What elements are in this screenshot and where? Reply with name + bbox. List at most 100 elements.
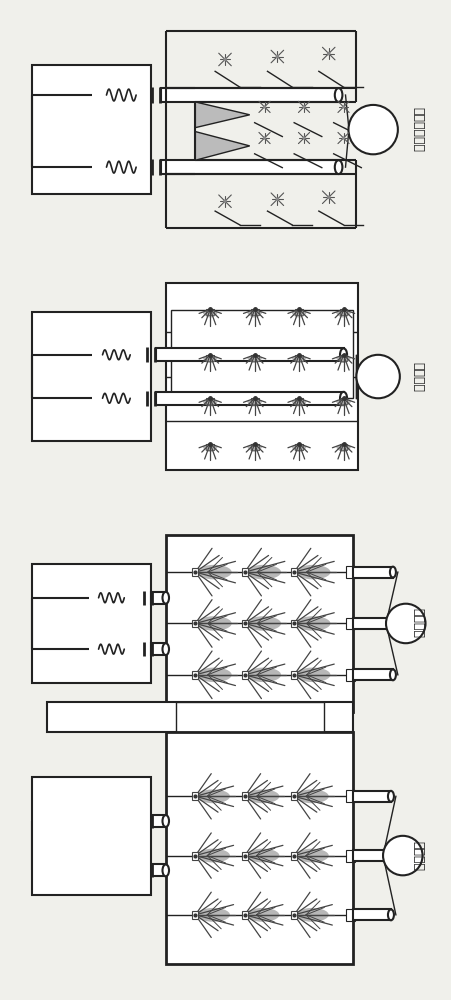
Circle shape (326, 195, 330, 199)
Polygon shape (246, 398, 262, 406)
Bar (241, 671, 247, 679)
Bar (353, 567, 392, 578)
Bar (339, 444, 347, 450)
Bar (290, 852, 296, 860)
Polygon shape (246, 355, 262, 363)
Polygon shape (335, 398, 350, 406)
Circle shape (262, 105, 266, 108)
Bar (192, 911, 198, 919)
Ellipse shape (387, 791, 393, 802)
Bar (151, 592, 166, 604)
Ellipse shape (196, 789, 230, 803)
Ellipse shape (387, 850, 393, 861)
Bar (206, 355, 214, 361)
Ellipse shape (295, 849, 328, 862)
Ellipse shape (387, 909, 393, 920)
Circle shape (302, 136, 305, 140)
Polygon shape (335, 309, 350, 318)
Bar (250, 355, 258, 361)
Bar (295, 398, 302, 404)
Bar (156, 348, 343, 361)
Bar (353, 791, 390, 802)
Ellipse shape (196, 908, 230, 922)
Bar (166, 732, 353, 964)
Bar (290, 620, 296, 627)
Ellipse shape (295, 789, 328, 803)
Ellipse shape (245, 565, 281, 579)
Circle shape (341, 136, 345, 140)
Circle shape (275, 197, 279, 201)
Bar (290, 911, 296, 919)
Bar (32, 65, 151, 194)
Polygon shape (291, 355, 306, 363)
Polygon shape (195, 102, 249, 128)
Bar (161, 88, 338, 102)
Ellipse shape (196, 849, 230, 862)
Polygon shape (291, 444, 306, 452)
Ellipse shape (162, 815, 169, 827)
Ellipse shape (245, 908, 279, 922)
Bar (156, 392, 343, 405)
Ellipse shape (295, 668, 330, 682)
Bar (170, 310, 353, 398)
Bar (206, 398, 214, 404)
Polygon shape (246, 309, 262, 318)
Circle shape (382, 836, 422, 875)
Bar (339, 398, 347, 404)
Bar (290, 568, 296, 576)
Polygon shape (202, 398, 217, 406)
Bar (345, 618, 354, 629)
Circle shape (385, 604, 424, 643)
Bar (353, 669, 392, 680)
Ellipse shape (389, 618, 395, 629)
Bar (32, 564, 151, 683)
Bar (151, 864, 166, 876)
Ellipse shape (196, 668, 231, 682)
Bar (241, 911, 247, 919)
Text: 底燃式炉: 底燃式炉 (410, 608, 423, 638)
Bar (345, 566, 354, 578)
Ellipse shape (245, 616, 281, 631)
Bar (345, 909, 354, 921)
Polygon shape (335, 444, 350, 452)
Bar (345, 790, 354, 802)
Bar (241, 852, 247, 860)
Ellipse shape (162, 592, 169, 604)
Ellipse shape (245, 668, 281, 682)
Ellipse shape (389, 567, 395, 578)
Circle shape (262, 136, 266, 140)
Ellipse shape (295, 616, 330, 631)
Text: 阶梯状燃烧炉: 阶梯状燃烧炉 (410, 107, 423, 152)
Bar (161, 160, 338, 174)
Bar (151, 643, 166, 655)
Bar (241, 620, 247, 627)
Polygon shape (246, 444, 262, 452)
Bar (290, 671, 296, 679)
Circle shape (326, 52, 330, 55)
Circle shape (355, 355, 399, 398)
Bar (339, 355, 347, 361)
Polygon shape (335, 355, 350, 363)
Bar (295, 309, 302, 315)
Bar (345, 850, 354, 862)
Ellipse shape (162, 643, 169, 655)
Ellipse shape (245, 849, 279, 862)
Ellipse shape (334, 160, 342, 174)
Bar (175, 702, 323, 732)
Bar (47, 702, 353, 732)
Ellipse shape (245, 789, 279, 803)
Bar (353, 909, 390, 920)
Text: 顶燃式炉: 顶燃式炉 (410, 841, 423, 871)
Bar (192, 852, 198, 860)
Polygon shape (195, 132, 249, 160)
Ellipse shape (339, 348, 346, 361)
Circle shape (302, 105, 305, 108)
Bar (241, 792, 247, 800)
Bar (250, 309, 258, 315)
Ellipse shape (334, 88, 342, 102)
Bar (345, 669, 354, 681)
Bar (32, 312, 151, 441)
Ellipse shape (339, 392, 346, 405)
Bar (241, 568, 247, 576)
Bar (353, 618, 392, 629)
